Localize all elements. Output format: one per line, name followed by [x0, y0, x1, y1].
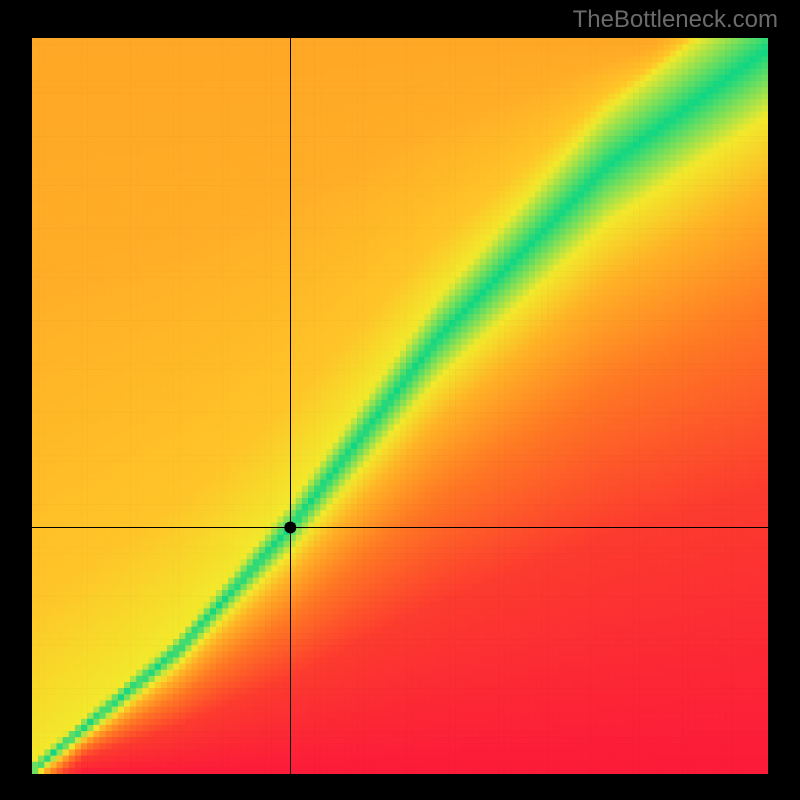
bottleneck-heatmap [32, 38, 768, 774]
chart-container: TheBottleneck.com [0, 0, 800, 800]
watermark-text: TheBottleneck.com [573, 6, 778, 34]
